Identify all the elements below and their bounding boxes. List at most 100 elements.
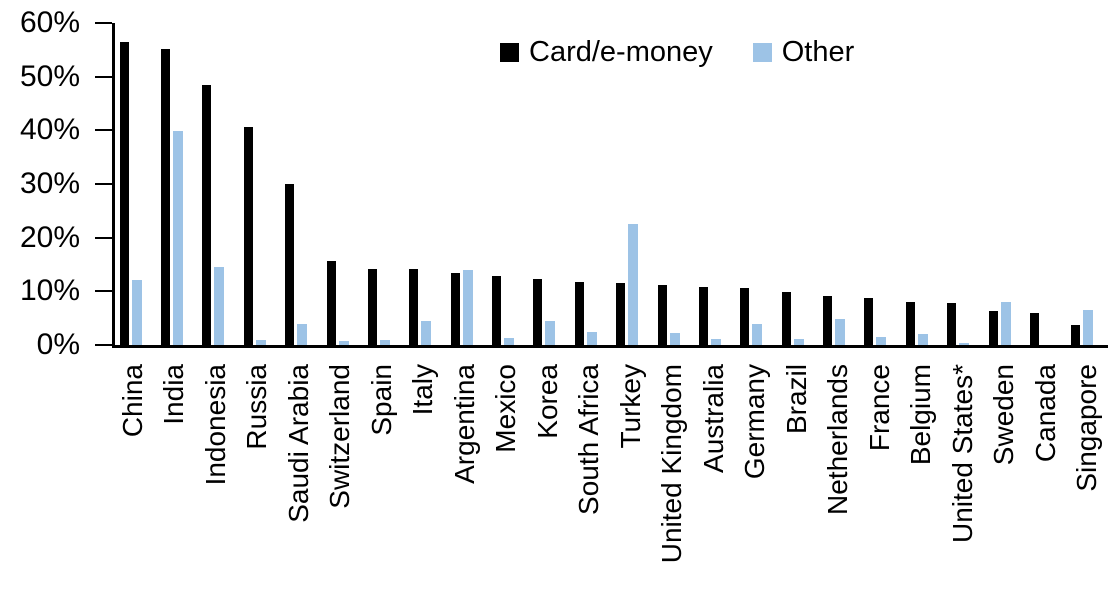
bar-other	[504, 338, 515, 345]
x-axis-label: Russia	[241, 364, 273, 450]
bar-group	[487, 23, 528, 345]
bar-other	[586, 332, 597, 345]
x-axis-cell: Russia	[237, 364, 279, 563]
y-axis-label: 50%	[19, 59, 80, 93]
bar-card-e-money	[119, 41, 129, 345]
bar-card-e-money	[823, 295, 833, 345]
bar-group	[736, 23, 777, 345]
bar-card-e-money	[285, 184, 295, 345]
legend-swatch-card-e-money	[500, 43, 519, 62]
x-axis-cell: Germany	[735, 364, 777, 563]
bar-other	[338, 340, 349, 345]
x-axis-label: Mexico	[490, 364, 522, 453]
bar-other	[255, 339, 266, 345]
bar-card-e-money	[616, 282, 626, 345]
x-axis-cell: China	[112, 364, 154, 563]
x-axis-label: South Africa	[573, 364, 605, 515]
x-axis-label: Australia	[697, 364, 729, 473]
bar-group	[612, 23, 653, 345]
x-axis-label: United States*	[946, 364, 978, 543]
bar-group	[653, 23, 694, 345]
x-axis-cell: Argentina	[444, 364, 486, 563]
bar-other	[214, 267, 225, 345]
x-axis-cell: Turkey	[610, 364, 652, 563]
bar-other	[835, 318, 846, 345]
bar-group	[1025, 23, 1066, 345]
x-axis-label: Singapore	[1071, 364, 1103, 492]
x-axis-cell: Italy	[403, 364, 445, 563]
bar-group	[818, 23, 859, 345]
bar-card-e-money	[864, 298, 874, 345]
bar-card-e-money	[202, 84, 212, 345]
x-axis-label: Canada	[1029, 364, 1061, 463]
y-axis-tick	[95, 75, 112, 78]
legend: Card/e-money Other	[500, 38, 854, 67]
y-axis-labels: 0% 10% 20% 30% 40% 50% 60%	[0, 8, 80, 360]
y-axis-tick	[95, 344, 112, 346]
x-axis-cell: Switzerland	[320, 364, 362, 563]
bar-other	[710, 339, 721, 345]
x-axis-label: Sweden	[988, 364, 1020, 466]
x-axis-label: France	[863, 364, 895, 452]
x-axis-label: Netherlands	[822, 364, 854, 515]
bar-card-e-money	[988, 310, 998, 345]
legend-label-card-e-money: Card/e-money	[529, 36, 713, 68]
bar-group	[529, 23, 570, 345]
bar-card-e-money	[574, 282, 584, 345]
bar-card-e-money	[492, 275, 502, 345]
y-axis-label: 10%	[19, 274, 80, 308]
y-axis-tick	[95, 290, 112, 293]
x-axis-cell: Indonesia	[195, 364, 237, 563]
bar-card-e-money	[326, 261, 336, 345]
bar-card-e-money	[409, 269, 419, 345]
bar-other	[669, 332, 680, 345]
y-axis-tick	[95, 183, 112, 185]
x-axis-label: Argentina	[448, 364, 480, 484]
bars-row	[115, 23, 1108, 345]
x-axis-label: United Kingdom	[656, 364, 688, 564]
bar-group	[405, 23, 446, 345]
x-axis-cell: India	[154, 364, 196, 563]
legend-swatch-other	[752, 43, 772, 62]
bar-other	[545, 320, 556, 345]
bar-group	[901, 23, 942, 345]
bar-card-e-money	[781, 291, 791, 345]
y-axis-label: 20%	[19, 220, 80, 254]
bar-card-e-money	[367, 268, 377, 345]
bar-group	[115, 23, 156, 345]
x-axis-label: Belgium	[905, 364, 937, 466]
bar-other	[421, 320, 432, 345]
legend-label-other: Other	[781, 36, 855, 68]
bar-other	[876, 336, 887, 345]
x-axis-cell: United States*	[942, 364, 984, 563]
bar-group	[777, 23, 818, 345]
bar-group	[446, 23, 487, 345]
x-axis-cell: Spain	[361, 364, 403, 563]
y-axis-tick	[95, 129, 112, 132]
bar-card-e-money	[947, 303, 957, 345]
x-axis-cell: Belgium	[901, 364, 943, 563]
bar-other	[752, 323, 763, 345]
x-axis-labels: China India Indonesia Russia Saudi Arabia Swi…	[112, 364, 1108, 563]
bar-other	[297, 324, 308, 345]
bar-group	[1067, 23, 1108, 345]
bar-card-e-money	[533, 279, 543, 345]
x-axis-cell: South Africa	[569, 364, 611, 563]
bar-card-e-money	[698, 287, 708, 345]
bar-card-e-money	[1029, 313, 1039, 345]
x-axis-cell: United Kingdom	[652, 364, 694, 563]
x-axis-cell: Sweden	[984, 364, 1026, 563]
bar-other	[131, 279, 142, 345]
bar-other	[173, 130, 184, 345]
legend-item-card-e-money: Card/e-money	[500, 38, 713, 67]
bar-group	[239, 23, 280, 345]
x-axis-cell: Saudi Arabia	[278, 364, 320, 563]
x-axis-label: Saudi Arabia	[282, 364, 314, 523]
x-axis-cell: Korea	[527, 364, 569, 563]
x-axis-label: Korea	[531, 364, 563, 439]
bar-other	[1000, 301, 1011, 345]
legend-item-other: Other	[752, 36, 855, 68]
x-axis-label: Indonesia	[199, 364, 231, 486]
x-axis-label: India	[158, 364, 190, 425]
bar-group	[943, 23, 984, 345]
